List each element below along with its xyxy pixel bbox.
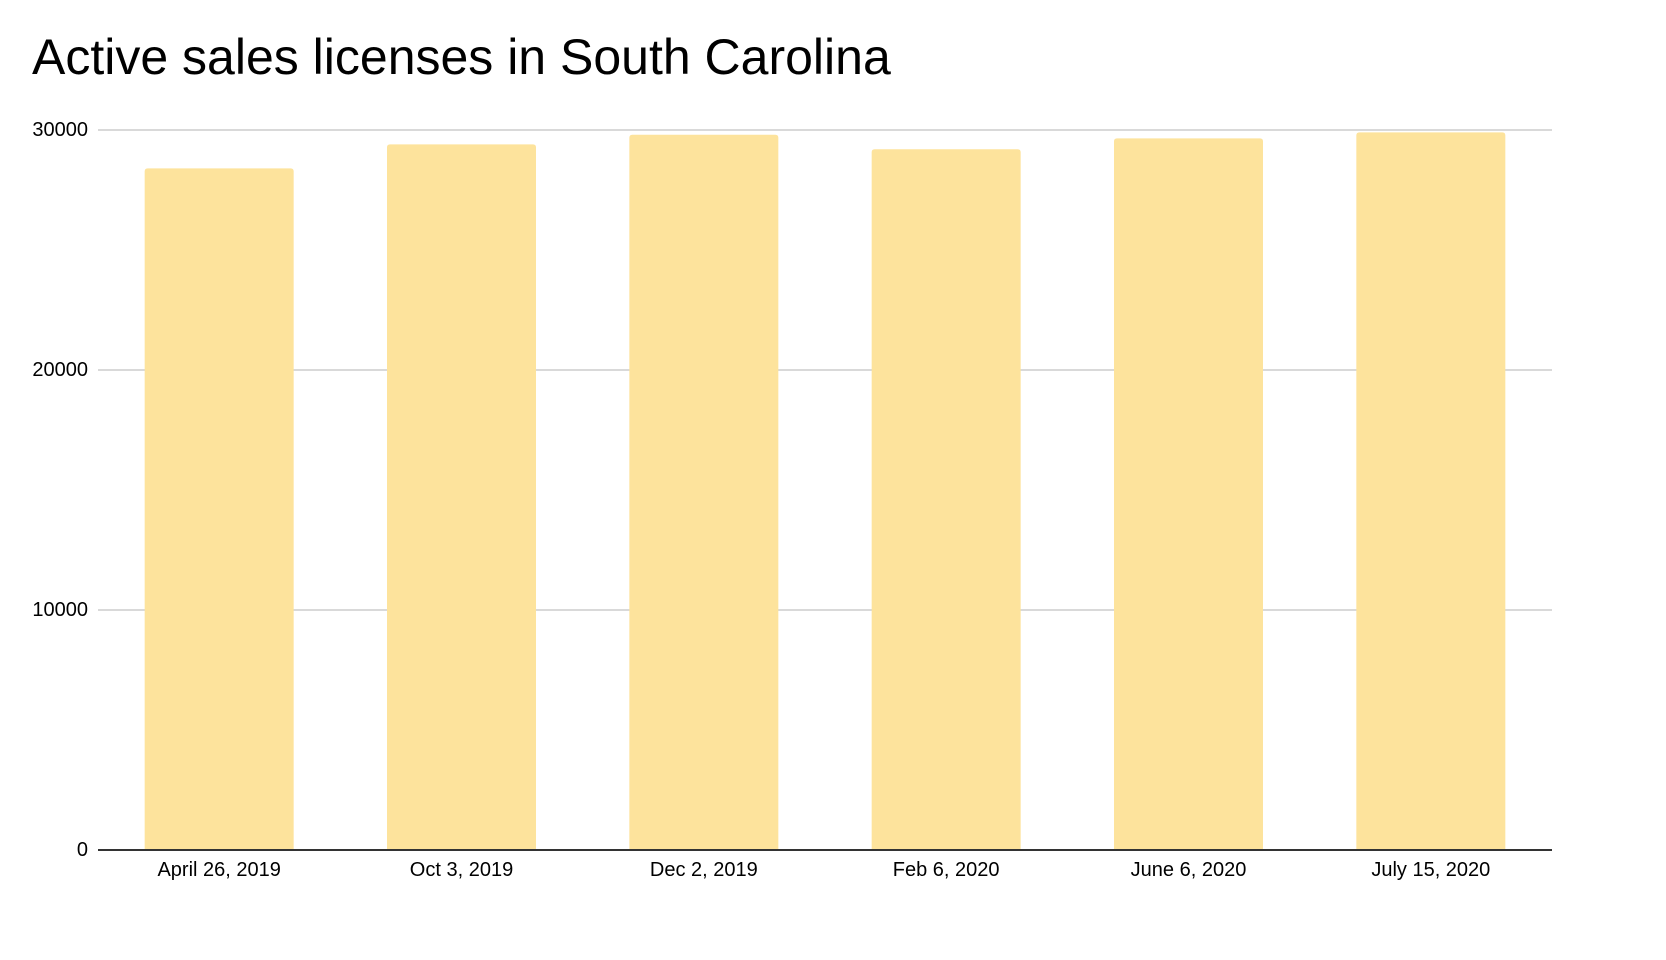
x-tick-label: April 26, 2019 — [157, 859, 280, 881]
bar — [871, 149, 1021, 850]
y-tick-label: 0 — [77, 839, 88, 861]
y-tick-label: 30000 — [32, 119, 88, 141]
x-tick-label: Dec 2, 2019 — [650, 859, 758, 881]
chart-title: Active sales licenses in South Carolina — [32, 29, 891, 85]
x-tick-label: June 6, 2020 — [1131, 859, 1247, 881]
x-tick-label: Feb 6, 2020 — [893, 859, 1000, 881]
bar — [144, 168, 294, 850]
x-axis-ticks: April 26, 2019 Oct 3, 2019 Dec 2, 2019 Feb … — [157, 859, 1490, 881]
bar — [387, 144, 536, 850]
bar — [1114, 138, 1263, 850]
y-tick-label: 20000 — [32, 359, 88, 381]
y-axis-ticks: 0 10000 20000 30000 — [32, 119, 88, 861]
bar — [629, 134, 779, 851]
x-tick-label: Oct 3, 2019 — [410, 859, 513, 881]
x-tick-label: July 15, 2020 — [1371, 859, 1490, 881]
bars — [144, 132, 1506, 851]
y-tick-label: 10000 — [32, 599, 88, 621]
gridlines — [98, 129, 1552, 611]
bar — [1356, 132, 1506, 850]
